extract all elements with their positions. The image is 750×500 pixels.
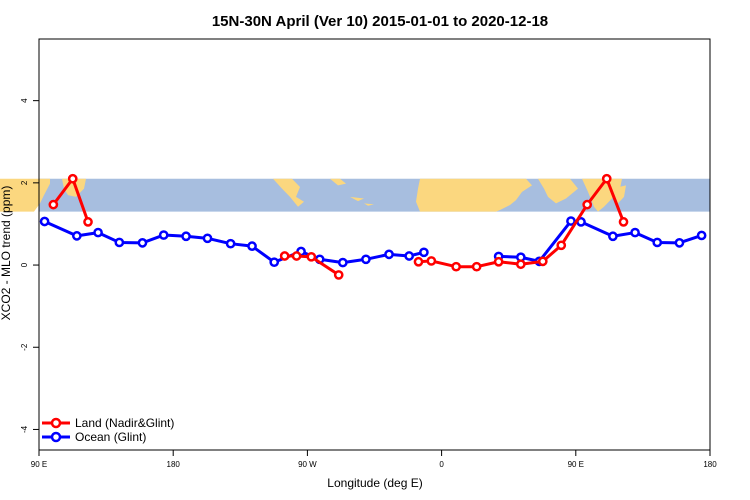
map-land-3 (330, 178, 346, 186)
legend-land-label: Land (Nadir&Glint) (75, 416, 174, 430)
data-point-land-6 (333, 270, 344, 280)
y-tick-label-0: -4 (20, 425, 29, 433)
y-tick-label-1: -2 (20, 343, 29, 351)
data-point-land-17 (618, 217, 629, 227)
data-point-ocean-10 (269, 257, 280, 268)
y-axis: -4 -2 0 2 4 (20, 98, 39, 433)
x-tick-label-0: 90 E (31, 460, 47, 469)
legend-ocean-label: Ocean (Glint) (75, 430, 146, 444)
legend-land-marker (50, 417, 62, 429)
data-point-ocean-2 (93, 227, 103, 238)
data-point-land-10 (471, 261, 482, 272)
data-point-land-11 (493, 256, 504, 267)
data-point-land-0 (48, 199, 59, 210)
map-land-8 (582, 178, 622, 212)
data-point-land-14 (556, 240, 567, 251)
data-point-ocean-16 (404, 251, 415, 261)
legend-ocean-marker (50, 431, 62, 443)
map-land-5 (364, 203, 374, 206)
map-land-2 (273, 178, 304, 207)
data-point-ocean-27 (696, 230, 707, 241)
data-point-ocean-5 (158, 230, 169, 240)
data-point-ocean-13 (337, 257, 348, 268)
data-point-ocean-21 (566, 216, 576, 226)
chart-title: 15N-30N April (Ver 10) 2015-01-01 to 202… (212, 13, 548, 30)
series-ocean (39, 216, 707, 268)
data-point-land-9 (451, 261, 461, 272)
data-point-land-5 (306, 251, 317, 262)
y-tick-label-2: 0 (20, 262, 29, 267)
data-point-land-13 (537, 256, 548, 267)
data-point-ocean-15 (384, 249, 394, 260)
data-point-ocean-0 (39, 216, 50, 227)
y-tick-label-3: 2 (20, 180, 29, 185)
plot-frame (38, 38, 711, 451)
data-point-ocean-8 (225, 238, 236, 249)
data-point-ocean-23 (608, 231, 618, 242)
map-land-9 (612, 185, 626, 204)
data-point-ocean-9 (247, 241, 257, 251)
data-point-ocean-14 (361, 254, 371, 265)
map-land-7 (538, 178, 578, 204)
data-point-land-7 (413, 256, 424, 267)
data-point-land-1 (67, 173, 78, 184)
x-tick-label-3: 0 (439, 460, 444, 469)
x-tick-label-5: 180 (703, 460, 717, 469)
data-point-ocean-7 (202, 233, 213, 244)
x-axis: 90 E 180 90 W 0 90 E 180 (31, 450, 717, 469)
data-point-land-4 (291, 251, 302, 261)
legend: Land (Nadir&Glint) Ocean (Glint) (42, 416, 174, 444)
series-land (48, 173, 629, 280)
data-point-ocean-24 (630, 227, 640, 238)
data-point-land-2 (83, 217, 93, 227)
series-layer (39, 173, 707, 280)
y-tick-label-4: 4 (20, 98, 29, 103)
y-axis-label: XCO2 - MLO trend (ppm) (0, 186, 13, 321)
x-tick-label-2: 90 W (298, 460, 317, 469)
series-line-0-1 (284, 254, 340, 277)
data-point-land-12 (515, 259, 526, 270)
x-axis-label: Longitude (deg E) (327, 476, 422, 490)
data-point-land-3 (279, 251, 290, 261)
map-land-6 (416, 178, 532, 212)
data-point-land-8 (426, 256, 437, 266)
data-point-ocean-3 (114, 237, 125, 248)
data-point-ocean-1 (71, 231, 82, 241)
data-point-ocean-6 (181, 231, 191, 242)
data-point-ocean-4 (137, 238, 148, 248)
data-point-ocean-26 (674, 238, 685, 248)
x-tick-label-1: 180 (167, 460, 181, 469)
map-land-0 (0, 178, 50, 212)
data-point-land-15 (582, 199, 593, 210)
data-point-land-16 (601, 173, 612, 184)
x-tick-label-4: 90 E (568, 460, 584, 469)
data-point-ocean-25 (652, 237, 663, 248)
data-point-ocean-17 (419, 247, 429, 258)
map-land-4 (350, 196, 364, 202)
series-line-1-1 (498, 219, 703, 263)
